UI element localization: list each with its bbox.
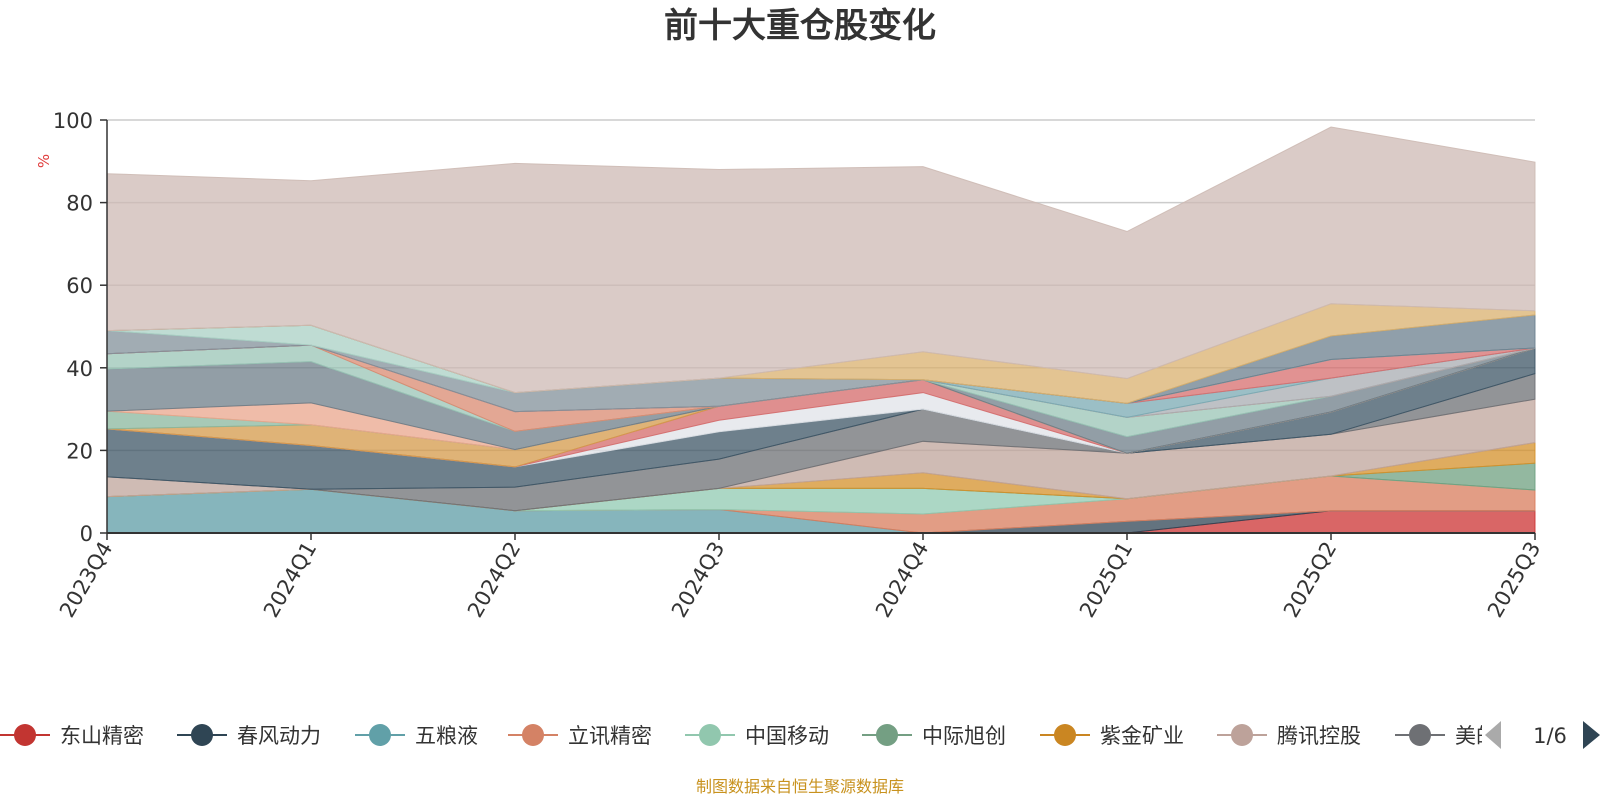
- area-series: [106, 126, 1536, 534]
- area-series-25: [106, 126, 1536, 394]
- x-tick-label: 2024Q1: [259, 538, 321, 622]
- legend-item[interactable]: 立讯精密: [508, 724, 652, 748]
- y-tick-label: 80: [66, 192, 93, 216]
- y-tick-label: 40: [66, 357, 93, 381]
- legend-label: 五粮液: [415, 724, 478, 748]
- x-tick-label: 2024Q3: [667, 538, 729, 622]
- legend-label: 立讯精密: [568, 724, 652, 748]
- legend-marker: [1231, 724, 1253, 746]
- legend-marker: [1054, 724, 1076, 746]
- legend: 东山精密 春风动力 五粮液 立讯精密 中国移动 中际旭创 紫金矿业 腾讯控股 美的 1/6: [0, 721, 1600, 749]
- y-tick-label: 60: [66, 274, 93, 298]
- x-tick-label: 2024Q2: [463, 538, 525, 622]
- y-tick-label: 20: [66, 439, 93, 463]
- y-tick-label: 0: [80, 522, 93, 546]
- legend-label: 春风动力: [237, 724, 321, 748]
- legend-marker: [522, 724, 544, 746]
- legend-page-indicator: 1/6: [1533, 724, 1567, 748]
- legend-item[interactable]: 紫金矿业: [1040, 724, 1184, 748]
- legend-item[interactable]: 中际旭创: [862, 724, 1006, 748]
- y-axis-unit: %: [35, 154, 53, 168]
- legend-item[interactable]: 春风动力: [177, 724, 321, 748]
- legend-marker: [191, 724, 213, 746]
- legend-item[interactable]: 五粮液: [355, 724, 478, 748]
- legend-next-icon[interactable]: [1583, 721, 1600, 749]
- chart-title: 前十大重仓股变化: [664, 6, 936, 46]
- x-tick-label: 2025Q3: [1483, 538, 1545, 622]
- legend-items: 东山精密 春风动力 五粮液 立讯精密 中国移动 中际旭创 紫金矿业 腾讯控股 美的: [0, 724, 1497, 748]
- x-tick-label: 2025Q2: [1279, 538, 1341, 622]
- source-note: 制图数据来自恒生聚源数据库: [696, 777, 904, 796]
- legend-item[interactable]: 美的: [1395, 724, 1497, 748]
- legend-label: 紫金矿业: [1100, 724, 1184, 748]
- legend-marker: [876, 724, 898, 746]
- legend-label: 美的: [1455, 724, 1497, 748]
- x-tick-label: 2025Q1: [1075, 538, 1137, 622]
- legend-prev-icon[interactable]: [1485, 721, 1501, 749]
- legend-label: 中国移动: [745, 724, 829, 748]
- legend-marker: [699, 724, 721, 746]
- legend-item[interactable]: 中国移动: [685, 724, 829, 748]
- legend-label: 腾讯控股: [1277, 724, 1361, 748]
- legend-item[interactable]: 腾讯控股: [1217, 724, 1361, 748]
- legend-label: 东山精密: [60, 724, 144, 748]
- y-tick-label: 100: [53, 109, 93, 133]
- legend-marker: [1409, 724, 1431, 746]
- legend-item[interactable]: 东山精密: [0, 724, 144, 748]
- x-tick-label: 2023Q4: [55, 538, 117, 622]
- legend-marker: [14, 724, 36, 746]
- x-tick-label: 2024Q4: [871, 538, 933, 622]
- legend-label: 中际旭创: [922, 724, 1006, 748]
- legend-marker: [369, 724, 391, 746]
